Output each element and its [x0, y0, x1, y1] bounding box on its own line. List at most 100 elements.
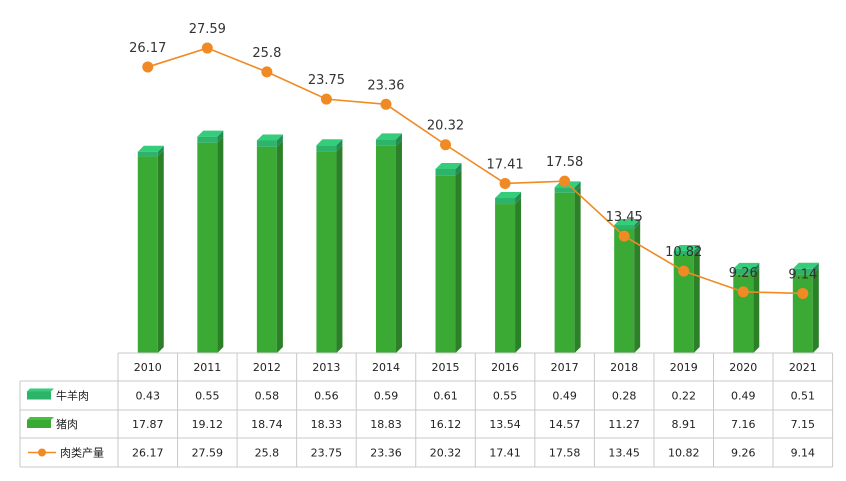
table-cell: 0.49 [731, 390, 756, 403]
meat-point-2021 [797, 287, 809, 299]
beef-bar-side-2018 [634, 219, 641, 230]
legend-bar-swatch [27, 391, 51, 400]
beef-bar-2017 [554, 187, 575, 193]
beef-bar-side-2021 [812, 262, 819, 275]
beef-bar-2014 [375, 139, 396, 146]
meat-label-2018: 13.45 [606, 210, 643, 225]
table-cell: 0.22 [671, 390, 696, 403]
beef-bar-2012 [256, 140, 277, 147]
bar-top-2020 [733, 262, 760, 269]
beef-bar-2011 [197, 136, 218, 143]
pork-bar-side-2011 [217, 136, 224, 353]
beef-bar-side-2015 [455, 162, 462, 176]
beef-bar-side-2016 [515, 192, 522, 205]
pork-bar-2014 [375, 145, 396, 353]
pork-bar-2013 [316, 151, 337, 353]
table-cell: 0.43 [136, 390, 161, 403]
meat-point-2017 [559, 175, 571, 187]
tick-label-2014: 2014 [372, 361, 400, 374]
meat-label-2011: 27.59 [189, 22, 226, 37]
pork-bar-2018 [614, 229, 635, 353]
bar-2014 [375, 133, 402, 353]
tick-label-2019: 2019 [670, 361, 698, 374]
table-cell: 14.57 [549, 418, 581, 431]
beef-bar-2016 [495, 198, 516, 205]
table-cell: 18.33 [311, 418, 343, 431]
tick-label-2021: 2021 [789, 361, 817, 374]
bar-top-2018 [614, 219, 641, 226]
meat-point-2014 [380, 98, 392, 110]
table-cell: 16.12 [430, 418, 462, 431]
legend-label: 牛羊肉 [56, 389, 89, 403]
pork-bar-2011 [197, 142, 218, 353]
meat-label-2021: 9.14 [788, 267, 817, 282]
data-table: 2010 2011 2012 2013 2014 2015 2016 2017 2018 2019… [19, 352, 834, 468]
pork-bar-2010 [137, 156, 158, 353]
legend-bar-swatch-top [27, 417, 54, 420]
meat-point-2020 [737, 286, 749, 298]
bar-2010 [137, 145, 164, 353]
bar-2012 [256, 134, 283, 353]
meat-label-2016: 17.41 [486, 157, 523, 172]
meat-point-2013 [320, 93, 332, 105]
table-cell: 10.82 [668, 447, 700, 460]
pork-bar-side-2017 [574, 186, 581, 353]
meat-label-2013: 23.75 [308, 73, 345, 88]
pork-bar-2016 [495, 204, 516, 353]
tick-label-2010: 2010 [134, 361, 162, 374]
table-cell: 0.59 [374, 390, 399, 403]
beef-bar-side-2010 [157, 145, 164, 157]
meat-line [147, 47, 803, 295]
table-cell: 17.87 [132, 418, 164, 431]
bar-top-2016 [495, 192, 522, 199]
table-cell: 18.74 [251, 418, 283, 431]
table-cell: 17.58 [549, 447, 581, 460]
pork-bar-2015 [435, 175, 456, 353]
table-cell: 11.27 [608, 418, 640, 431]
pork-bar-2017 [554, 192, 575, 353]
pork-bar-2021 [792, 274, 813, 353]
pork-bar-side-2020 [753, 268, 760, 353]
meat-point-2019 [678, 265, 690, 277]
table-cell: 0.49 [552, 390, 577, 403]
tick-label-2015: 2015 [432, 361, 460, 374]
tick-label-2016: 2016 [491, 361, 519, 374]
table-cell: 0.61 [433, 390, 458, 403]
table-cell: 20.32 [430, 447, 462, 460]
beef-bar-side-2019 [693, 244, 700, 255]
table-cell: 0.55 [493, 390, 518, 403]
pork-bar-side-2014 [395, 139, 402, 353]
meat-point-2011 [201, 42, 213, 54]
table-cell: 19.12 [192, 418, 224, 431]
bar-2016 [495, 192, 522, 353]
bar-2018 [614, 219, 641, 353]
meat-point-2012 [261, 66, 273, 78]
meat-point-2016 [499, 177, 511, 189]
tick-label-2018: 2018 [610, 361, 638, 374]
beef-bar-2013 [316, 145, 337, 152]
beef-bar-2019 [673, 250, 694, 255]
legend-pork: 猪肉 [27, 417, 78, 431]
meat-label-2015: 20.32 [427, 119, 464, 134]
table-cell: 0.58 [255, 390, 280, 403]
tick-label-2017: 2017 [551, 361, 579, 374]
meat-point-2015 [440, 139, 452, 151]
pork-bar-side-2019 [693, 248, 700, 353]
legend-bar-swatch [27, 420, 51, 428]
pork-bar-side-2015 [455, 169, 462, 353]
tick-label-2013: 2013 [312, 361, 340, 374]
bar-2011 [197, 130, 224, 353]
table-cell: 13.54 [489, 418, 521, 431]
beef-bar-side-2012 [276, 134, 283, 147]
beef-bar-2021 [792, 268, 813, 275]
pork-bar-side-2018 [634, 223, 641, 353]
bar-2019 [673, 244, 700, 353]
table-cell: 0.55 [195, 390, 220, 403]
table-cell: 17.41 [489, 447, 521, 460]
table-cell: 13.45 [608, 447, 640, 460]
meat-label-2014: 23.36 [367, 78, 404, 93]
bar-top-2010 [137, 145, 164, 152]
line-layer: 26.17 27.59 25.8 23.75 23.36 20.32 17.41 17.58 1… [129, 22, 817, 299]
table-cell: 7.16 [731, 418, 756, 431]
